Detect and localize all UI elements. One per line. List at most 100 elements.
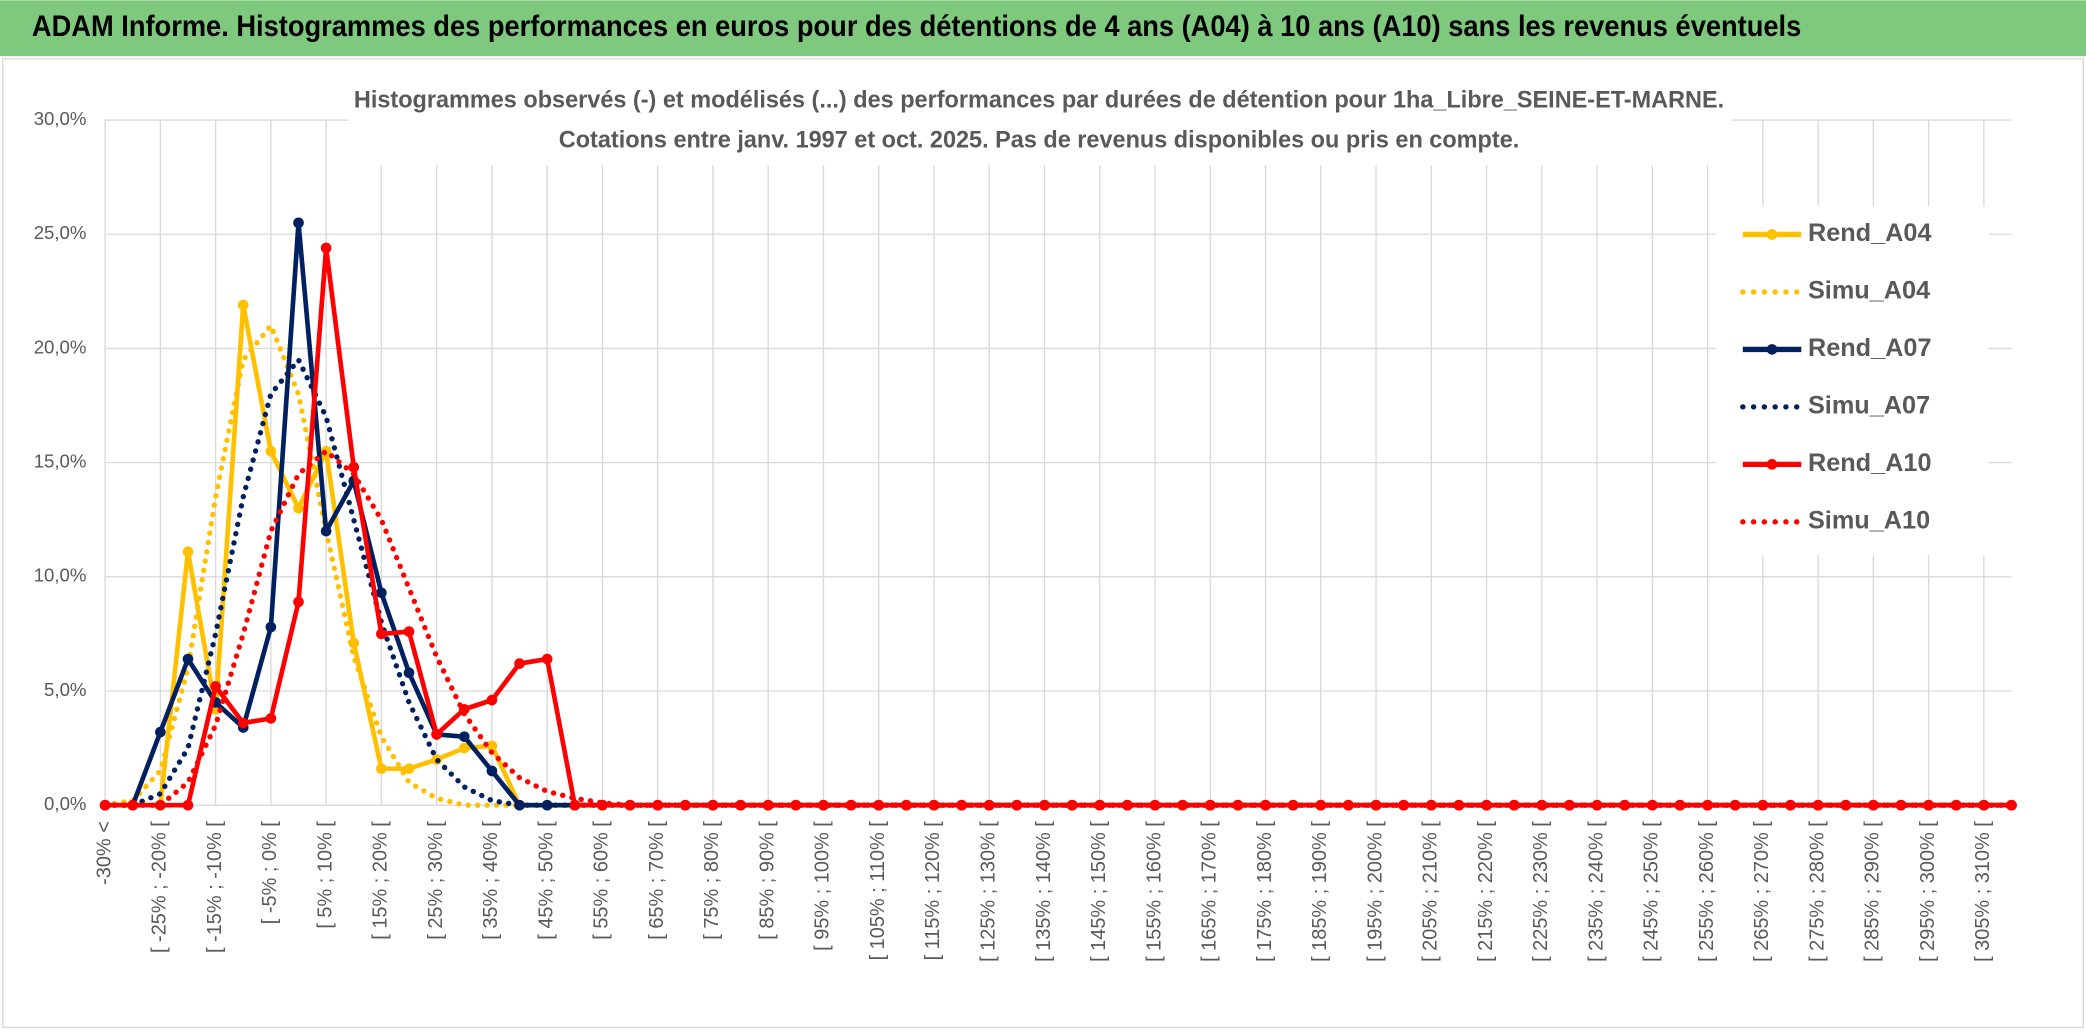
marker [1287,799,1299,811]
chart-title: Histogrammes observés (-) et modélisés (… [354,87,1724,114]
legend-marker [1766,344,1778,355]
x-tick-label: [ 245% ; 250% [ [1641,821,1663,962]
x-tick-label: [ 295% ; 300% [ [1917,821,1939,962]
title-background [348,80,1733,166]
x-tick-label: [ 155% ; 160% [ [1143,821,1165,962]
marker [873,799,885,811]
legend-marker [1766,229,1778,240]
x-tick-label: [ 265% ; 270% [ [1751,821,1773,962]
x-tick-label: [ 95% ; 100% [ [812,821,834,951]
marker [1619,799,1631,811]
legend-label: Simu_A04 [1808,277,1930,305]
x-tick-label: [ 75% ; 80% [ [701,821,723,940]
marker [1232,799,1244,811]
marker [458,742,470,754]
y-tick-label: 20,0% [34,336,87,357]
x-tick-label: [ -5% ; 0% [ [259,821,281,925]
marker [1260,799,1271,811]
x-tick-label: [ -25% ; -20% [ [149,821,171,953]
x-tick-label: [ 275% ; 280% [ [1806,821,1828,962]
marker [2006,799,2017,811]
marker [818,799,829,811]
marker [403,667,415,679]
x-tick-label: [ 195% ; 200% [ [1364,821,1386,962]
legend-box [1716,206,1989,556]
x-tick-label: [ -15% ; -10% [ [204,821,226,953]
y-tick-label: 0,0% [44,793,86,814]
x-tick-label: [ 115% ; 120% [ [922,821,944,961]
marker [237,717,249,729]
marker [293,502,304,514]
marker [293,217,304,229]
marker [1591,799,1603,811]
x-tick-label: [ 65% ; 70% [ [646,821,668,940]
x-tick-label: -30% < [93,821,115,885]
marker [376,587,387,599]
legend-label: Rend_A10 [1808,449,1932,477]
x-tick-label: [ 175% ; 180% [ [1254,821,1276,962]
marker [182,653,194,665]
x-tick-label: [ 225% ; 230% [ [1530,821,1552,962]
y-tick-label: 30,0% [34,108,87,129]
x-tick-label: [ 125% ; 130% [ [977,821,999,962]
marker [182,799,194,811]
chart-subtitle: Cotations entre janv. 1997 et oct. 2025.… [559,127,1520,154]
y-tick-label: 5,0% [44,679,86,700]
marker [1204,799,1216,811]
x-tick-label: [ 235% ; 240% [ [1585,821,1607,962]
marker [431,729,442,740]
x-tick-label: [ 135% ; 140% [ [1033,821,1055,962]
marker [403,763,415,774]
series-line [102,448,2015,808]
x-tick-label: [ 35% ; 40% [ [480,821,502,940]
marker [155,726,166,738]
marker [486,765,498,777]
x-tick-label: [ 5% ; 10% [ [314,821,336,929]
marker [403,626,415,637]
x-tick-label: [ 25% ; 30% [ [425,821,447,940]
marker [265,713,277,724]
marker [458,731,470,742]
marker [320,242,332,254]
x-tick-label: [ 285% ; 290% [ [1862,821,1884,962]
legend-label: Rend_A07 [1808,334,1932,362]
marker [210,681,221,692]
legend-marker [1766,459,1778,470]
x-tick-label: [ 305% ; 310% [ [1972,821,1994,962]
x-tick-label: [ 215% ; 220% [ [1475,821,1497,962]
marker [265,445,277,457]
x-tick-label: [ 45% ; 50% [ [535,821,557,940]
x-tick-label: [ 255% ; 260% [ [1696,821,1718,962]
marker [486,694,498,706]
marker [1950,799,1962,811]
marker [376,763,387,774]
marker [486,740,498,752]
marker [845,799,857,811]
marker [1923,799,1934,811]
marker [1315,799,1327,811]
marker [956,799,967,811]
title-bar [0,0,2086,57]
x-tick-label: [ 15% ; 20% [ [370,821,392,940]
marker [320,525,332,537]
legend-label: Rend_A04 [1808,219,1932,247]
y-tick-label: 15,0% [34,451,87,472]
marker [1978,799,1990,811]
marker [1674,799,1686,811]
marker [182,546,194,558]
x-tick-label: [ 105% ; 110% [ [867,821,889,961]
marker [1647,799,1658,811]
marker [237,299,249,311]
marker [569,799,581,811]
chart-frame [1,58,2085,1029]
marker [514,658,525,669]
marker [541,653,553,665]
page-title: ADAM Informe. Histogrammes des performan… [32,11,1801,43]
marker [901,799,912,811]
y-tick-label: 25,0% [34,222,87,243]
x-tick-label: [ 185% ; 190% [ [1309,821,1331,962]
legend-label: Simu_A07 [1808,392,1930,420]
y-tick-label: 10,0% [34,565,87,586]
